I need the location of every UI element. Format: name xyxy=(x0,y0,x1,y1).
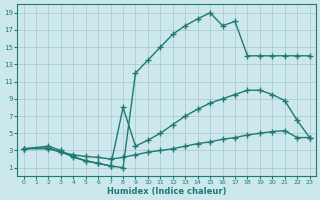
X-axis label: Humidex (Indice chaleur): Humidex (Indice chaleur) xyxy=(107,187,226,196)
